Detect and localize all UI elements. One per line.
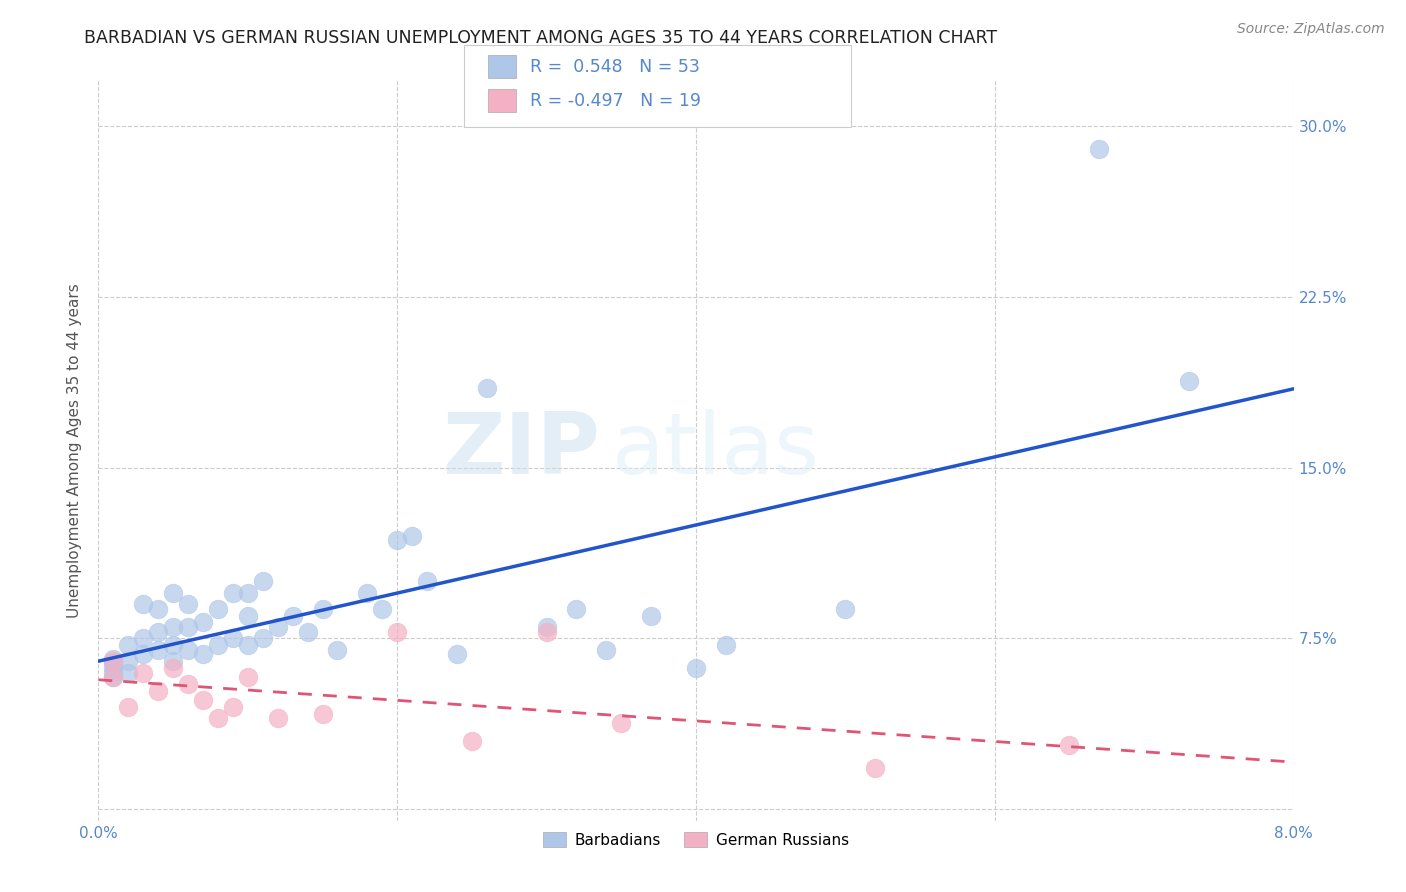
Point bbox=[475, 381, 498, 395]
Point bbox=[162, 620, 184, 634]
Point bbox=[536, 624, 558, 639]
Point bbox=[177, 677, 200, 691]
Point bbox=[267, 620, 290, 634]
Point bbox=[177, 597, 200, 611]
Point bbox=[1059, 739, 1081, 753]
Point bbox=[117, 638, 139, 652]
Point bbox=[117, 654, 139, 668]
Point bbox=[132, 597, 155, 611]
Point bbox=[191, 648, 214, 662]
Point bbox=[207, 711, 229, 725]
Point bbox=[162, 586, 184, 600]
Point bbox=[446, 648, 468, 662]
Text: R =  0.548   N = 53: R = 0.548 N = 53 bbox=[530, 58, 700, 76]
Point bbox=[103, 670, 125, 684]
Text: ZIP: ZIP bbox=[443, 409, 600, 492]
Point bbox=[148, 601, 170, 615]
Point bbox=[162, 661, 184, 675]
Text: BARBADIAN VS GERMAN RUSSIAN UNEMPLOYMENT AMONG AGES 35 TO 44 YEARS CORRELATION C: BARBADIAN VS GERMAN RUSSIAN UNEMPLOYMENT… bbox=[84, 29, 997, 46]
Point bbox=[385, 624, 409, 639]
Point bbox=[207, 601, 229, 615]
Point bbox=[132, 632, 155, 646]
Point bbox=[685, 661, 707, 675]
Legend: Barbadians, German Russians: Barbadians, German Russians bbox=[537, 825, 855, 854]
Point bbox=[385, 533, 409, 548]
Point bbox=[1178, 374, 1201, 388]
Point bbox=[177, 642, 200, 657]
Point bbox=[371, 601, 394, 615]
Point bbox=[222, 632, 245, 646]
Point bbox=[103, 670, 125, 684]
Point bbox=[610, 715, 633, 730]
Point bbox=[640, 608, 662, 623]
Point bbox=[222, 586, 245, 600]
Point bbox=[565, 601, 588, 615]
Point bbox=[103, 661, 125, 675]
Point bbox=[416, 574, 439, 589]
Point bbox=[461, 734, 484, 748]
Point bbox=[132, 665, 155, 680]
Point bbox=[311, 601, 333, 615]
Text: Source: ZipAtlas.com: Source: ZipAtlas.com bbox=[1237, 22, 1385, 37]
Point bbox=[236, 586, 259, 600]
Point bbox=[148, 642, 170, 657]
Point bbox=[148, 624, 170, 639]
Point bbox=[865, 761, 887, 775]
Point bbox=[191, 693, 214, 707]
Point bbox=[148, 683, 170, 698]
Point bbox=[326, 642, 349, 657]
Point bbox=[1088, 142, 1111, 156]
Point bbox=[162, 654, 184, 668]
Point bbox=[252, 574, 274, 589]
Point bbox=[162, 638, 184, 652]
Point bbox=[356, 586, 378, 600]
Point bbox=[267, 711, 290, 725]
Point bbox=[297, 624, 319, 639]
Point bbox=[103, 657, 125, 671]
Point bbox=[252, 632, 274, 646]
Point bbox=[595, 642, 617, 657]
Point bbox=[191, 615, 214, 630]
Point bbox=[236, 670, 259, 684]
Point bbox=[714, 638, 737, 652]
Point bbox=[536, 620, 558, 634]
Point bbox=[177, 620, 200, 634]
Y-axis label: Unemployment Among Ages 35 to 44 years: Unemployment Among Ages 35 to 44 years bbox=[67, 283, 83, 618]
Point bbox=[236, 638, 259, 652]
Text: R = -0.497   N = 19: R = -0.497 N = 19 bbox=[530, 92, 702, 110]
Point bbox=[236, 608, 259, 623]
Point bbox=[103, 665, 125, 680]
Point bbox=[401, 529, 423, 543]
Point bbox=[117, 699, 139, 714]
Point bbox=[103, 654, 125, 668]
Text: atlas: atlas bbox=[613, 409, 820, 492]
Point bbox=[222, 699, 245, 714]
Point bbox=[281, 608, 304, 623]
Point bbox=[311, 706, 333, 721]
Point bbox=[132, 648, 155, 662]
Point bbox=[207, 638, 229, 652]
Point bbox=[103, 652, 125, 666]
Point bbox=[834, 601, 856, 615]
Point bbox=[117, 665, 139, 680]
